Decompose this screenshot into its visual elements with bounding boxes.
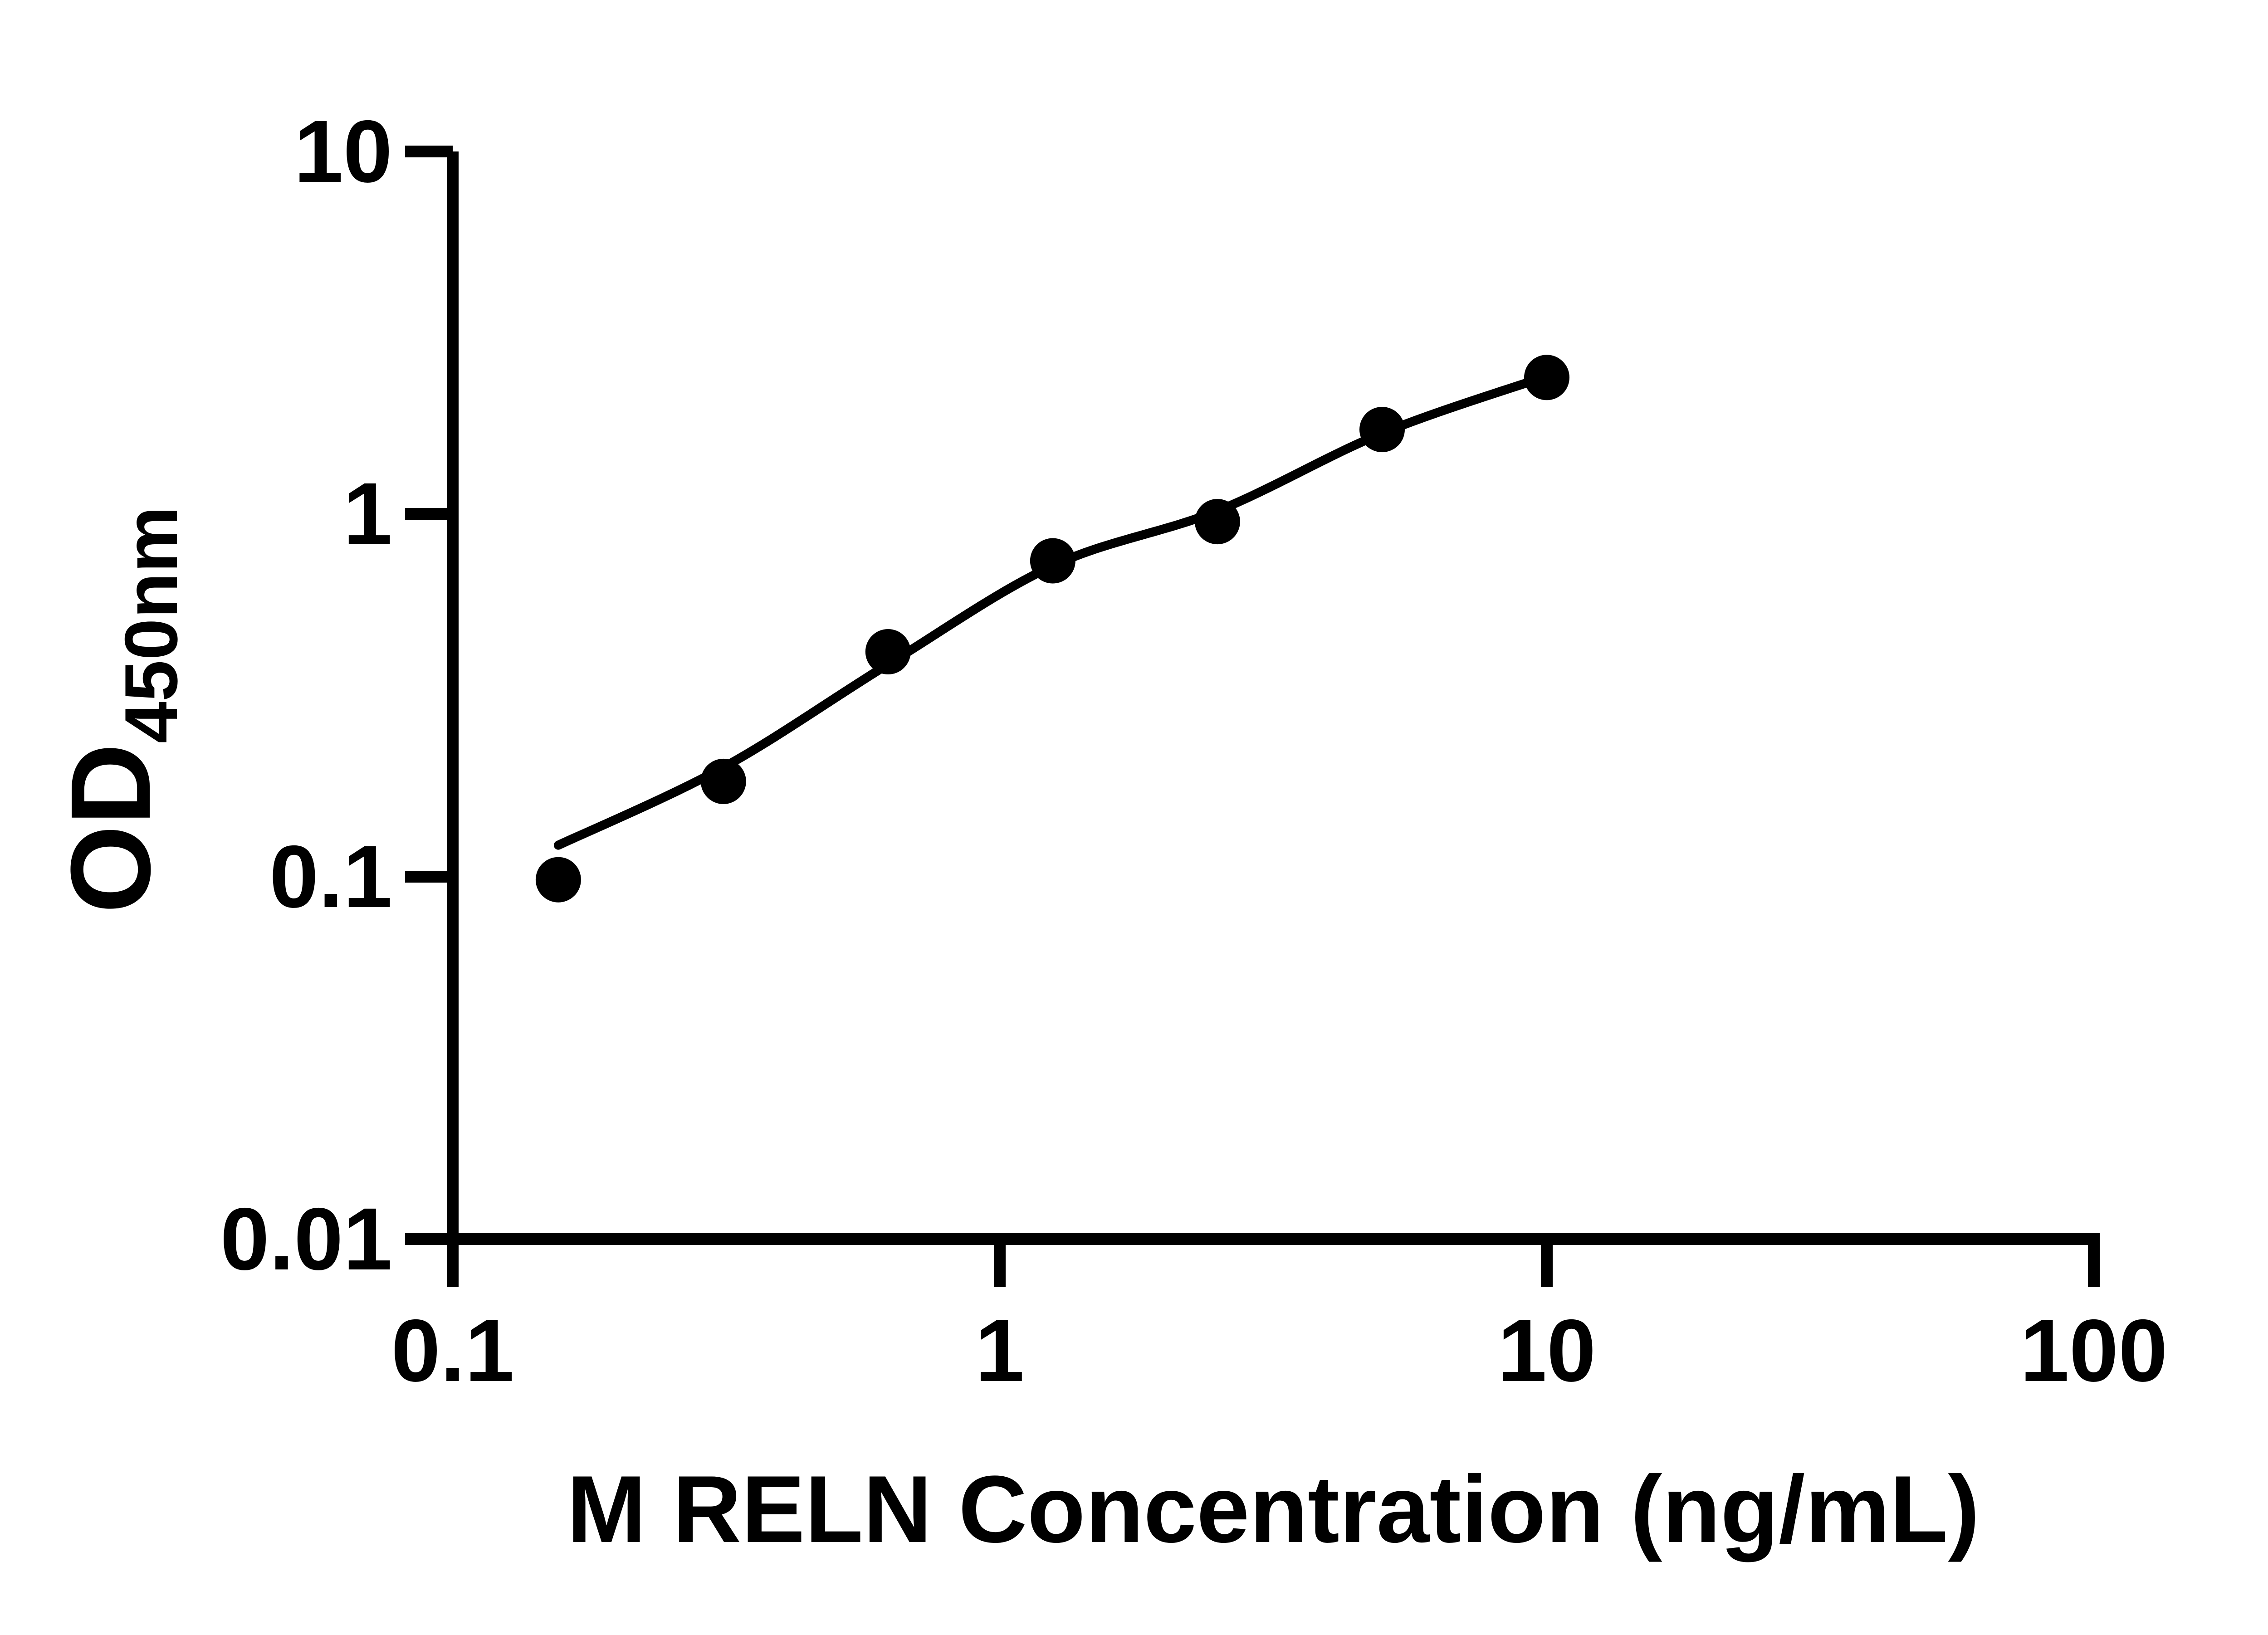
y-tick-label-0.1: 0.1 <box>269 827 392 926</box>
data-point <box>1359 407 1405 453</box>
y-axis-title-main: OD <box>47 743 174 913</box>
y-tick-label-0.01: 0.01 <box>220 1190 392 1288</box>
y-axis-title: OD450nm <box>47 506 193 913</box>
y-tick-label-10: 10 <box>294 102 392 201</box>
y-axis-title-subscript: 450nm <box>109 506 193 743</box>
data-point <box>700 758 746 804</box>
x-tick-label-1: 1 <box>975 1301 1024 1400</box>
x-axis-title: M RELN Concentration (ng/mL) <box>567 1456 1980 1562</box>
x-axis: 0.1 1 10 100 <box>391 1233 2168 1400</box>
x-tick-label-10: 10 <box>1498 1301 1596 1400</box>
data-point <box>535 857 581 903</box>
data-point <box>1524 355 1569 400</box>
x-tick-label-100: 100 <box>2020 1301 2167 1400</box>
y-axis: 10 1 0.1 0.01 <box>220 102 459 1288</box>
data-point <box>865 629 911 674</box>
data-points <box>535 355 1569 903</box>
data-point <box>1194 499 1240 545</box>
x-tick-label-0.1: 0.1 <box>391 1301 514 1400</box>
y-tick-label-1: 1 <box>343 464 392 563</box>
data-point <box>1030 538 1075 584</box>
